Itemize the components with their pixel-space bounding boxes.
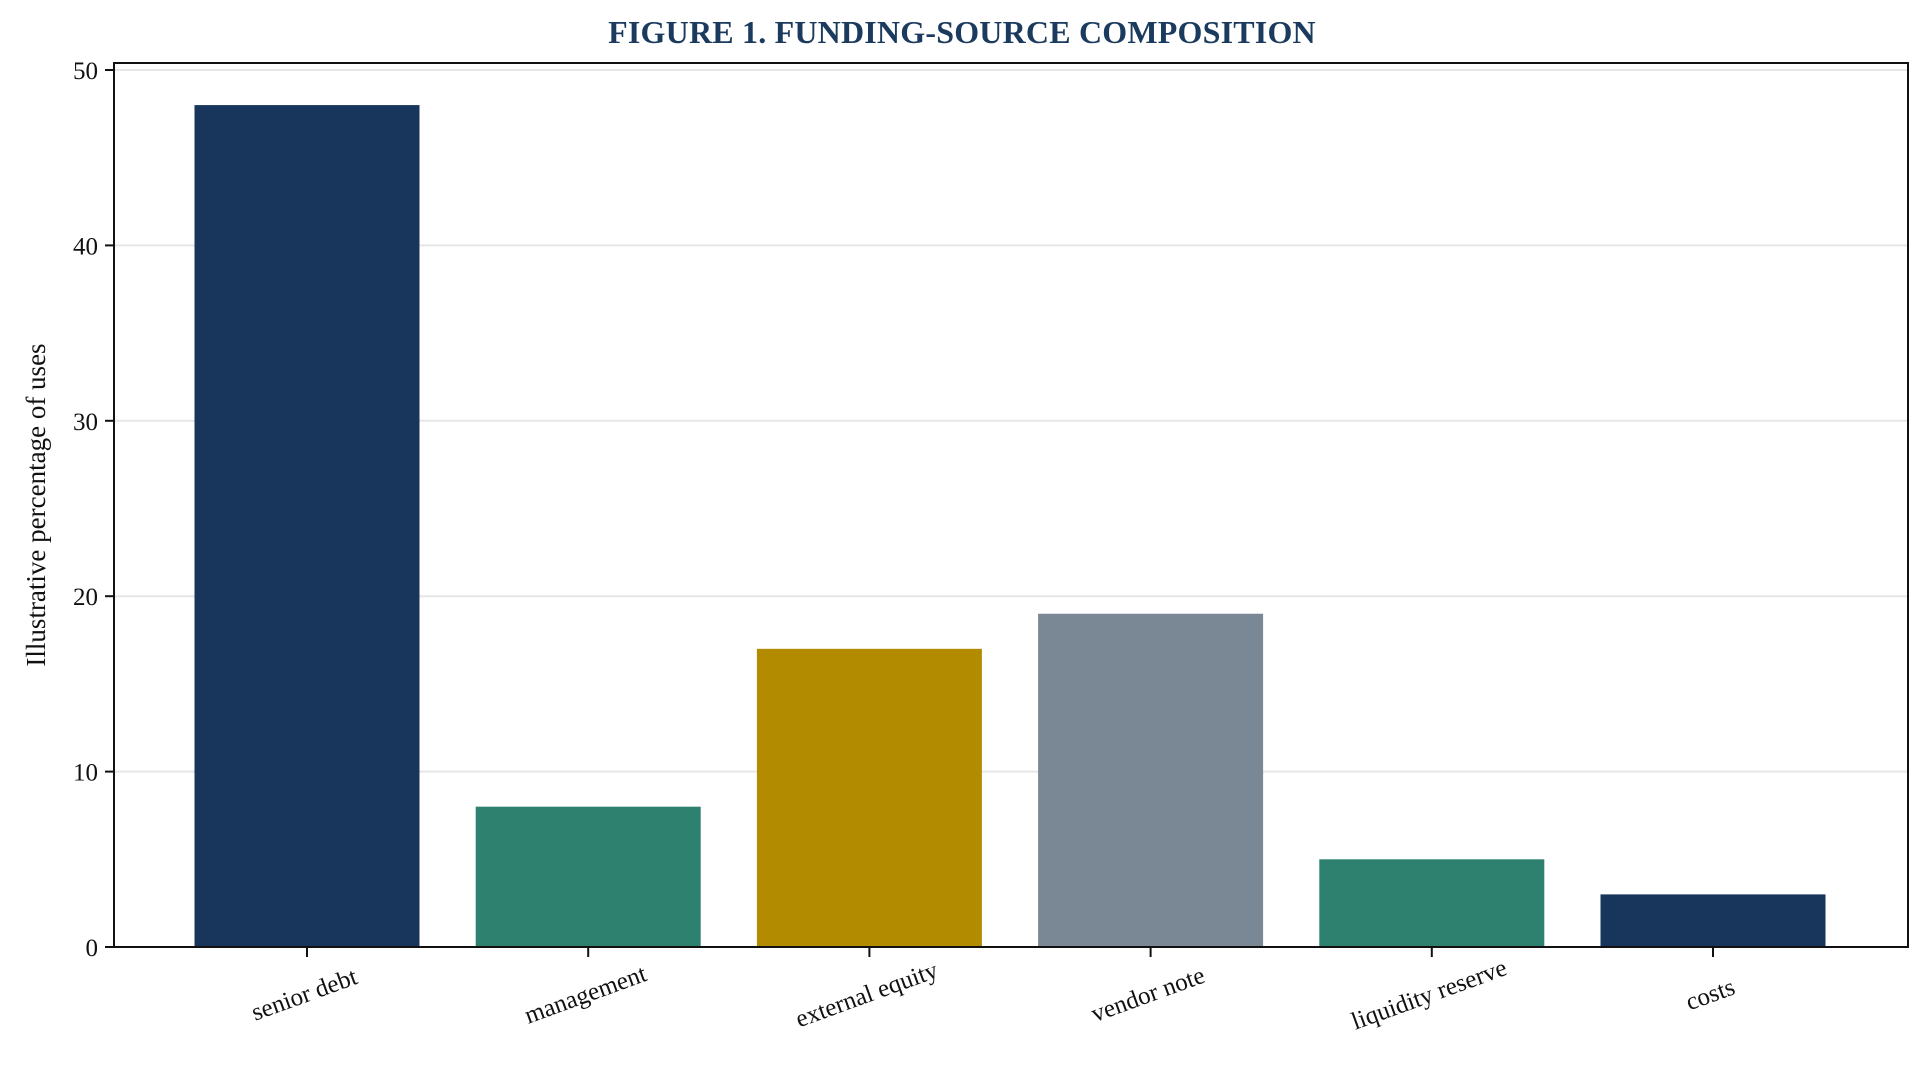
y-axis-label: Illustrative percentage of uses [21,343,51,666]
y-tick-label: 40 [73,233,98,260]
chart-title: FIGURE 1. FUNDING-SOURCE COMPOSITION [608,14,1316,50]
y-tick-label: 50 [73,58,98,85]
plot-frame [113,62,1909,948]
x-tick-label: costs [1682,974,1738,1016]
x-tick-label: management [521,960,650,1029]
x-tick-label: external equity [792,957,942,1034]
x-tick-label: vendor note [1088,962,1209,1028]
y-tick-label: 20 [73,584,98,611]
x-tick-label: liquidity reserve [1348,954,1511,1035]
y-tick-label: 0 [86,935,99,962]
y-tick-label: 30 [73,409,98,436]
y-axis: 0 10 20 30 40 50 [73,58,114,962]
bars [194,105,1826,947]
bar-management [475,806,701,947]
x-tick-label: senior debt [248,963,361,1026]
bar-senior-debt [194,105,420,947]
bar-vendor-note [1038,613,1264,947]
bar-liquidity-reserve [1319,859,1545,947]
bar-costs [1600,894,1826,947]
x-axis: senior debt management external equity vend… [248,947,1739,1036]
bar-external-equity [756,648,982,947]
y-tick-label: 10 [73,760,98,787]
